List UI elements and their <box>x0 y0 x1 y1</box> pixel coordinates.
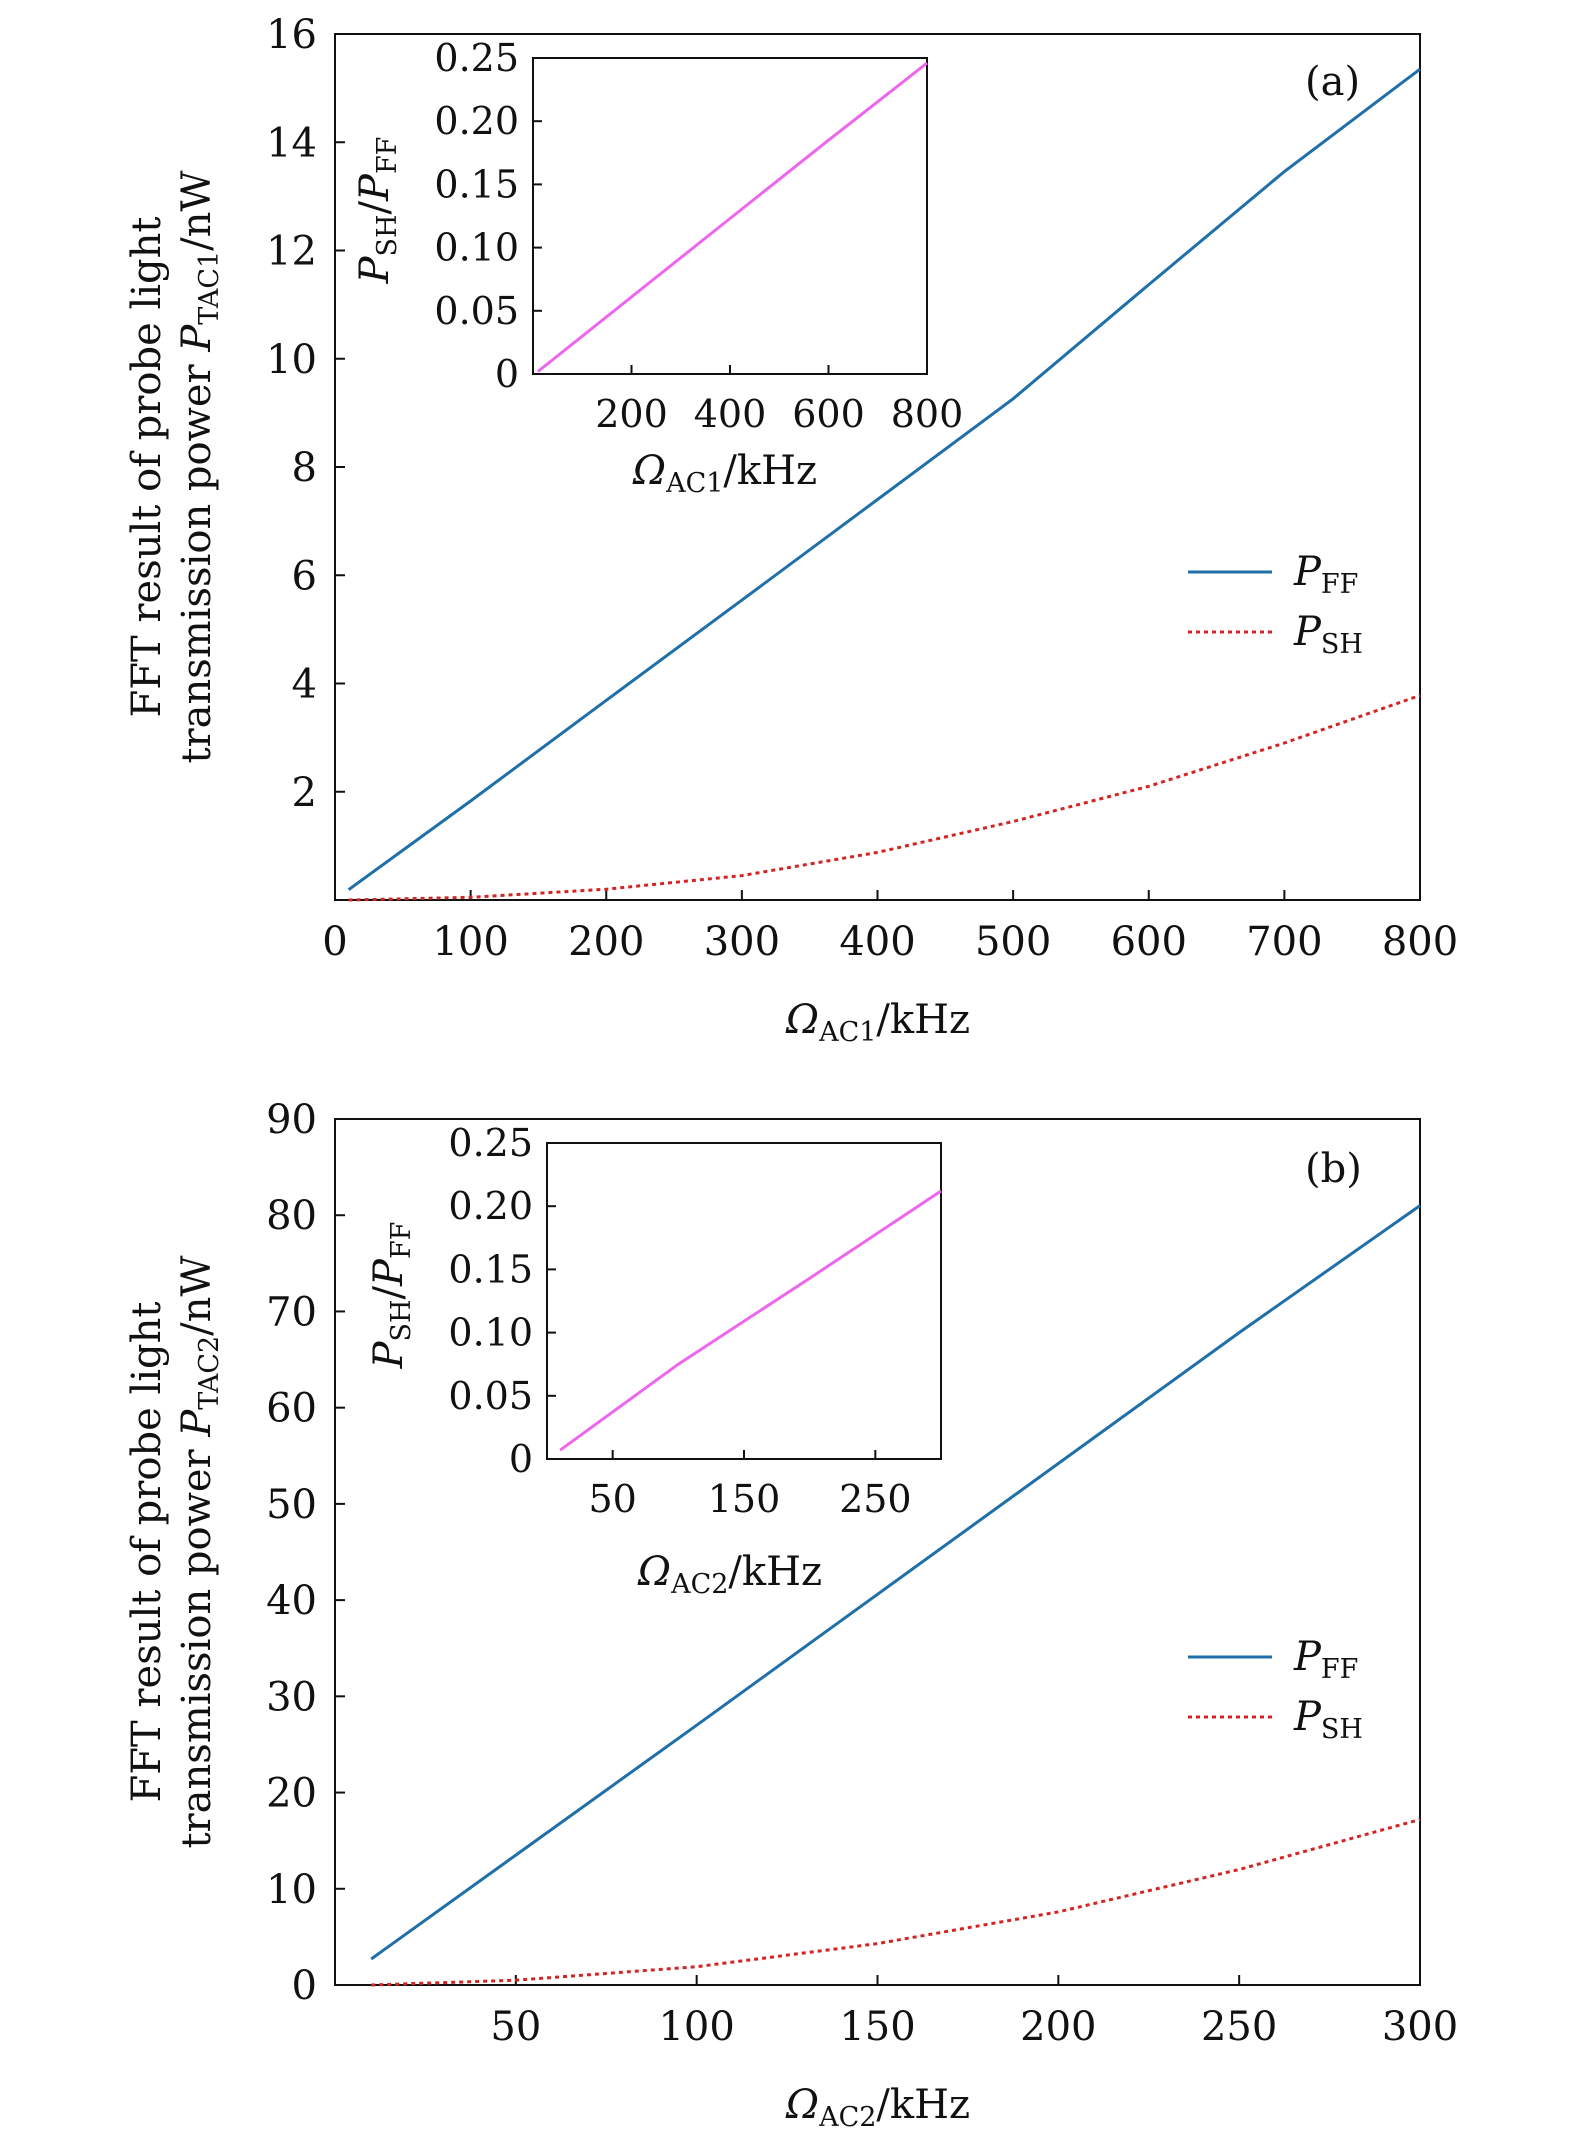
panel-b-inset-y-axis-label: PSH/PFF <box>366 1222 417 1370</box>
x-tick-label: 200 <box>568 919 644 965</box>
panel-a-x-axis-label: ΩAC1/kHz <box>785 997 970 1048</box>
series-line-p-ff <box>370 1204 1421 1961</box>
panel-b-tag: (b) <box>1305 1146 1362 1192</box>
panel-a-inset-y-label: PSH/PFF <box>352 137 403 285</box>
panel-a-inset-frame <box>532 57 928 375</box>
y-tick-label: 30 <box>266 1674 317 1720</box>
panel-b-series <box>370 1204 1421 1987</box>
inset-y-tick-label: 0.20 <box>434 99 519 143</box>
y-tick-label: 14 <box>266 120 317 166</box>
panel-a-inset-x-axis-label: ΩAC1/kHz <box>632 448 817 499</box>
panel-a-series <box>347 68 1421 902</box>
panel-a-tag: (a) <box>1305 59 1360 105</box>
inset-y-tick-label: 0.05 <box>448 1374 533 1418</box>
y-tick-label: 90 <box>266 1097 317 1143</box>
series-line-p-ff <box>347 68 1421 891</box>
y-tick-label: 4 <box>292 662 317 708</box>
y-tick-label: 0 <box>292 1963 317 2009</box>
inset-y-tick-label: 0.25 <box>434 36 519 80</box>
y-tick-label: 10 <box>266 337 317 383</box>
panel-a-y-label-line2: transmission power PTAC1/nW <box>174 170 225 763</box>
x-tick-label: 300 <box>1382 2004 1458 2050</box>
inset-y-tick-label: 0.15 <box>448 1247 533 1291</box>
panel-b-y-label-line1: FFT result of probe light <box>124 1302 170 1803</box>
x-tick-label: 100 <box>658 2004 734 2050</box>
inset-y-tick-label: 0.15 <box>434 162 519 206</box>
panel-a-inset: 200 400 600 800 0 0.05 0.10 0.15 0.20 0.25 ΩAC1/… <box>352 36 963 499</box>
inset-x-tick-label: 250 <box>839 1477 912 1521</box>
panel-a: 0 100 200 300 400 500 600 700 800 2 4 6 8 10 12 14 16 (… <box>124 12 1458 1048</box>
panel-a-legend: PFF PSH <box>1188 549 1363 660</box>
panel-a-inset-x-ticks: 200 400 600 800 <box>595 365 963 436</box>
inset-y-tick-label: 0 <box>509 1437 533 1481</box>
panel-b-inset-frame <box>546 1142 942 1460</box>
y-tick-label: 80 <box>266 1193 317 1239</box>
inset-x-tick-label: 600 <box>792 392 865 436</box>
panel-a-y-axis-label: FFT result of probe light transmission p… <box>124 170 225 763</box>
x-tick-label: 200 <box>1020 2004 1096 2050</box>
panel-a-y-label-line1: FFT result of probe light <box>124 217 170 718</box>
inset-series-line-ratio <box>559 1189 942 1452</box>
y-tick-label: 2 <box>292 770 317 816</box>
y-tick-label: 10 <box>266 1867 317 1913</box>
inset-series-line-ratio <box>536 61 928 373</box>
x-tick-label: 700 <box>1246 919 1322 965</box>
y-tick-label: 20 <box>266 1771 317 1817</box>
inset-x-tick-label: 400 <box>694 392 767 436</box>
y-tick-label: 50 <box>266 1482 317 1528</box>
x-tick-label: 400 <box>839 919 915 965</box>
x-tick-label: 100 <box>432 919 508 965</box>
panel-a-inset-y-axis-label: PSH/PFF <box>352 137 403 285</box>
inset-x-tick-label: 200 <box>595 392 668 436</box>
inset-y-tick-label: 0.10 <box>434 226 519 270</box>
panel-a-y-ticks: 2 4 6 8 10 12 14 16 <box>266 12 345 816</box>
x-tick-label: 250 <box>1201 2004 1277 2050</box>
panel-a-x-ticks: 0 100 200 300 400 500 600 700 800 <box>322 890 1458 965</box>
inset-x-tick-label: 150 <box>708 1477 781 1521</box>
series-line-p-sh <box>348 693 1421 902</box>
inset-y-tick-label: 0.10 <box>448 1311 533 1355</box>
panel-b-x-ticks: 50 100 150 200 250 300 <box>490 1975 1458 2050</box>
panel-a-inset-y-ticks: 0 0.05 0.10 0.15 0.20 0.25 <box>434 36 542 396</box>
inset-y-tick-label: 0 <box>495 352 519 396</box>
y-tick-label: 70 <box>266 1289 317 1335</box>
panel-b-legend-ff-label: PFF <box>1293 1634 1358 1685</box>
x-tick-label: 600 <box>1111 919 1187 965</box>
panel-b-legend-sh-label: PSH <box>1293 1694 1363 1745</box>
y-tick-label: 12 <box>266 229 317 275</box>
inset-y-tick-label: 0.25 <box>448 1121 533 1165</box>
x-tick-label: 50 <box>490 2004 541 2050</box>
inset-x-tick-label: 50 <box>588 1477 636 1521</box>
inset-x-tick-label: 800 <box>891 392 964 436</box>
panel-b-inset-y-ticks: 0 0.05 0.10 0.15 0.20 0.25 <box>448 1121 556 1481</box>
panel-a-legend-sh-label: PSH <box>1293 609 1363 660</box>
x-tick-label: 800 <box>1382 919 1458 965</box>
y-tick-label: 8 <box>292 445 317 491</box>
inset-y-tick-label: 0.20 <box>448 1184 533 1228</box>
panel-b-inset-x-axis-label: ΩAC2/kHz <box>637 1549 822 1600</box>
x-tick-label: 150 <box>839 2004 915 2050</box>
panel-a-inset-series <box>536 61 928 373</box>
y-tick-label: 16 <box>266 12 317 58</box>
y-tick-label: 40 <box>266 1578 317 1624</box>
panel-b-y-ticks: 0 10 20 30 40 50 60 70 80 90 <box>266 1097 345 2009</box>
x-tick-label: 300 <box>704 919 780 965</box>
panel-b-inset-x-ticks: 50 150 250 <box>588 1450 912 1521</box>
panel-b-inset-y-label: PSH/PFF <box>366 1222 417 1370</box>
panel-b-x-axis-label: ΩAC2/kHz <box>785 2082 970 2133</box>
panel-b-y-axis-label: FFT result of probe light transmission p… <box>124 1255 225 1848</box>
panel-b-y-label-line2: transmission power PTAC2/nW <box>174 1255 225 1848</box>
panel-b: 50 100 150 200 250 300 0 10 20 30 40 50 60 70 80 90 (b… <box>124 1097 1458 2133</box>
series-line-p-sh <box>371 1818 1421 1987</box>
panel-b-inset-series <box>559 1189 942 1452</box>
x-tick-label: 500 <box>975 919 1051 965</box>
inset-y-tick-label: 0.05 <box>434 289 519 333</box>
panel-b-inset: 50 150 250 00.050.100.150.200.25 ΩAC2/kHz … <box>366 1121 942 1600</box>
panel-b-legend: PFF PSH <box>1188 1634 1363 1745</box>
y-tick-label: 60 <box>266 1386 317 1432</box>
panel-a-legend-ff-label: PFF <box>1293 549 1358 600</box>
x-tick-label: 0 <box>322 919 347 965</box>
y-tick-label: 6 <box>292 553 317 599</box>
